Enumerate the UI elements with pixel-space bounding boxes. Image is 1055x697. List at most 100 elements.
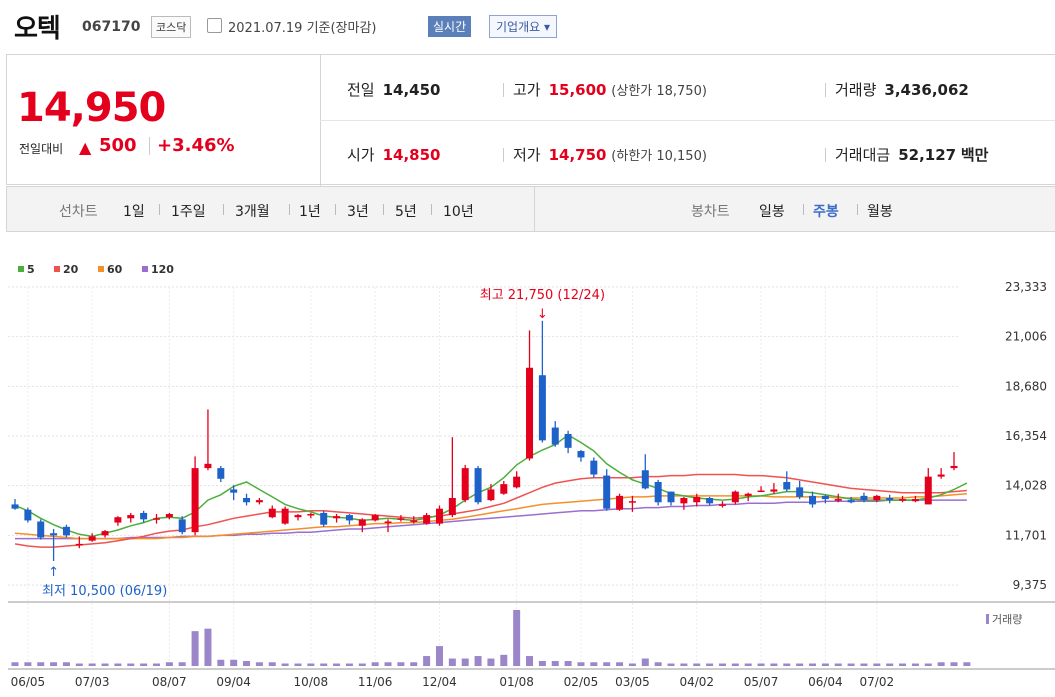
volume-bar xyxy=(937,662,945,666)
volume-bar xyxy=(770,663,778,666)
candle-body xyxy=(243,497,251,503)
candle-daily[interactable]: 일봉 xyxy=(759,204,785,220)
ma60-line xyxy=(14,492,967,540)
period-3y[interactable]: 3년 xyxy=(347,204,369,220)
x-tick-label: 07/03 xyxy=(75,675,110,689)
candle-body xyxy=(706,497,714,504)
ma20-line xyxy=(14,473,967,548)
candle-body xyxy=(487,489,495,501)
high-label: 고가 xyxy=(513,81,541,99)
day-low: 저가 14,750 (하한가 10,150) xyxy=(513,144,707,165)
candle-body xyxy=(680,497,688,504)
low-annotation: 최저 10,500 (06/19) xyxy=(42,584,167,599)
candle-body xyxy=(834,499,842,501)
volume-bar xyxy=(333,663,341,666)
volume-bar xyxy=(191,631,199,666)
candle-body xyxy=(950,465,958,469)
volume-bar xyxy=(487,658,495,666)
high-value: 15,600 xyxy=(548,81,607,99)
volume-bar xyxy=(448,658,456,666)
y-tick-label: 21,006 xyxy=(1005,330,1047,344)
up-arrow-icon: ▲ xyxy=(79,138,92,157)
candle-body xyxy=(371,515,379,521)
period-3m[interactable]: 3개월 xyxy=(235,204,270,220)
volume-bar xyxy=(847,663,855,666)
volume-bar xyxy=(577,662,585,666)
candle-body xyxy=(127,515,135,519)
volume-bar xyxy=(268,662,276,666)
volume-bar xyxy=(423,656,431,666)
candle-body xyxy=(62,526,70,536)
candle-body xyxy=(564,433,572,448)
candle-weekly[interactable]: 주봉 xyxy=(813,204,839,220)
legend-label-120: 120 xyxy=(151,263,174,276)
candle-body xyxy=(152,518,160,520)
candle-chart-label: 봉차트 xyxy=(691,204,730,220)
x-tick-label: 04/02 xyxy=(679,675,714,689)
candle-body xyxy=(281,508,289,524)
volume-bar xyxy=(886,663,894,666)
volume-bar xyxy=(834,663,842,666)
divider xyxy=(149,137,150,155)
candle-body xyxy=(513,476,521,488)
stock-code: 067170 xyxy=(82,19,141,35)
x-tick-label: 02/05 xyxy=(564,675,599,689)
trading-amount: 거래대금 52,127 백만 xyxy=(835,144,988,165)
candle-body xyxy=(11,504,19,509)
volume-bar xyxy=(924,663,932,666)
period-1y[interactable]: 1년 xyxy=(299,204,321,220)
volume-bar xyxy=(538,661,546,666)
x-tick-label: 06/04 xyxy=(808,675,843,689)
volume-bar xyxy=(140,663,148,666)
volume-bar xyxy=(809,663,817,666)
volume-bar xyxy=(796,663,804,666)
candle-body xyxy=(358,519,366,526)
volume-bar xyxy=(307,663,315,666)
amount-label: 거래대금 xyxy=(835,146,891,164)
high-annotation: 최고 21,750 (12/24) xyxy=(480,288,605,303)
period-5y[interactable]: 5년 xyxy=(395,204,417,220)
y-tick-label: 23,333 xyxy=(1005,280,1047,294)
x-tick-label: 07/02 xyxy=(860,675,895,689)
volume-bar xyxy=(11,662,19,666)
realtime-button[interactable]: 실시간 xyxy=(428,16,472,37)
volume-bar xyxy=(24,662,32,666)
price-chart: 5 20 60 120 23,333 21,006 18,680 16,354 14,028 11… xyxy=(8,263,1055,689)
volume-bar xyxy=(230,659,238,666)
candle-body xyxy=(616,495,624,510)
candle-body xyxy=(526,367,534,459)
upper-limit: (상한가 18,750) xyxy=(611,84,707,99)
volume-bar xyxy=(358,663,366,666)
candle-body xyxy=(628,501,636,503)
volume-bar xyxy=(101,663,109,666)
candle-body xyxy=(397,518,405,520)
volume-bar xyxy=(616,662,624,666)
volume-bar xyxy=(37,662,45,666)
change-percent: +3.46% xyxy=(157,135,235,156)
period-1w[interactable]: 1주일 xyxy=(171,204,206,220)
open-value: 14,850 xyxy=(382,146,441,164)
candle-body xyxy=(50,533,58,536)
legend-swatch-5 xyxy=(18,266,24,272)
volume-bar xyxy=(950,662,958,666)
period-1d[interactable]: 1일 xyxy=(123,204,145,220)
volume-bar xyxy=(911,663,919,666)
volume-legend-label: 거래량 xyxy=(992,613,1022,626)
candle-monthly[interactable]: 월봉 xyxy=(867,204,893,220)
divider xyxy=(383,204,384,215)
candle-body xyxy=(320,512,328,525)
candle-body xyxy=(474,468,482,503)
volume-bar xyxy=(371,662,379,666)
legend-swatch-20 xyxy=(54,266,60,272)
volume-bar xyxy=(114,663,122,666)
volume-bar xyxy=(397,662,405,666)
volume-bar xyxy=(165,662,173,666)
volume-bar xyxy=(500,654,508,666)
volume-value: 3,436,062 xyxy=(884,81,969,99)
volume-bar xyxy=(641,658,649,666)
candle-body xyxy=(538,375,546,441)
divider xyxy=(825,148,826,162)
period-10y[interactable]: 10년 xyxy=(443,204,474,220)
candle-body xyxy=(165,514,173,518)
company-overview-dropdown[interactable]: 기업개요 ▾ xyxy=(489,15,557,38)
